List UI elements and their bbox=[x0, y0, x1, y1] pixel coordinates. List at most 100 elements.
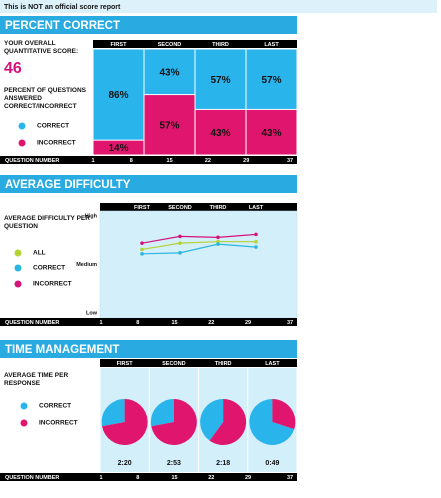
pie-slice bbox=[249, 399, 295, 445]
value-label: 86% bbox=[108, 90, 128, 101]
category-label: LAST bbox=[264, 42, 279, 48]
category-label: FIRST bbox=[134, 205, 151, 211]
point bbox=[178, 234, 182, 239]
header-bar bbox=[93, 40, 297, 48]
category-label: SECOND bbox=[162, 361, 186, 367]
x-tick-label: 22 bbox=[208, 320, 214, 326]
section-title: AVERAGE DIFFICULTY bbox=[5, 179, 131, 191]
point bbox=[140, 241, 144, 245]
legend-marker bbox=[14, 264, 22, 272]
time-label: 2:53 bbox=[167, 460, 181, 467]
section-title: TIME MANAGEMENT bbox=[5, 344, 119, 356]
pie-slice bbox=[200, 399, 224, 441]
section-bar bbox=[0, 16, 297, 34]
value-label: 57% bbox=[159, 120, 179, 131]
x-tick-label: 37 bbox=[287, 475, 293, 481]
x-axis-label: QUESTION NUMBER bbox=[5, 158, 59, 164]
time-label: 0:49 bbox=[265, 460, 279, 467]
x-axis-label: QUESTION NUMBER bbox=[5, 320, 59, 326]
value-label: 43% bbox=[210, 128, 230, 139]
segment bbox=[93, 49, 144, 140]
category-label: SECOND bbox=[158, 42, 182, 48]
x-tick-label: 37 bbox=[287, 320, 293, 326]
pie-slice bbox=[272, 399, 296, 430]
x-tick-label: 8 bbox=[136, 475, 139, 481]
legend-label: INCORRECT bbox=[33, 281, 72, 288]
x-tick-label: 1 bbox=[99, 320, 102, 326]
value-label: 57% bbox=[261, 75, 281, 86]
header-bar bbox=[100, 359, 297, 367]
category-label: LAST bbox=[249, 205, 264, 211]
axis-bar bbox=[0, 156, 297, 164]
x-tick-label: 15 bbox=[167, 158, 173, 164]
point bbox=[216, 235, 220, 240]
legend-marker bbox=[14, 280, 22, 288]
segment bbox=[144, 95, 195, 155]
x-tick-label: 29 bbox=[245, 475, 251, 481]
category-label: LAST bbox=[265, 361, 280, 367]
axis-bar bbox=[0, 473, 297, 481]
x-tick-label: 22 bbox=[208, 475, 214, 481]
time-label: 2:18 bbox=[216, 460, 230, 467]
point bbox=[254, 245, 258, 249]
category-label: THIRD bbox=[212, 42, 229, 48]
category-label: THIRD bbox=[215, 361, 232, 367]
x-tick-label: 37 bbox=[287, 158, 293, 164]
legend-marker bbox=[20, 402, 28, 410]
pie-slice bbox=[151, 399, 197, 445]
x-tick-label: 1 bbox=[91, 158, 94, 164]
value-label: 43% bbox=[261, 128, 281, 139]
pie-slice bbox=[150, 398, 174, 427]
point bbox=[254, 232, 258, 237]
point bbox=[140, 252, 144, 256]
y-axis-label: PERCENT OF QUESTIONS ANSWERED CORRECT/IN… bbox=[4, 87, 86, 110]
legend-marker bbox=[18, 139, 26, 147]
series-line bbox=[141, 233, 257, 244]
plot-area bbox=[99, 210, 298, 319]
value-label: 43% bbox=[159, 67, 179, 78]
segment bbox=[195, 49, 246, 109]
axis-bar bbox=[0, 318, 297, 326]
section-title: PERCENT CORRECT bbox=[5, 20, 120, 32]
section-bar bbox=[0, 340, 297, 358]
y-axis-label: AVERAGE DIFFICULTY PER QUESTION bbox=[4, 215, 90, 230]
legend-marker bbox=[20, 419, 28, 427]
category-label: FIRST bbox=[117, 361, 134, 367]
legend-label: CORRECT bbox=[39, 403, 71, 410]
score-value: 46 bbox=[4, 60, 22, 77]
series-line bbox=[141, 241, 256, 251]
score-label: YOUR OVERALL QUANTITATIVE SCORE: bbox=[4, 40, 79, 55]
x-tick-label: 1 bbox=[99, 475, 102, 481]
point bbox=[140, 247, 144, 252]
pie-slice bbox=[101, 398, 125, 427]
point bbox=[178, 251, 182, 255]
segment bbox=[246, 49, 297, 109]
legend-label: CORRECT bbox=[33, 265, 65, 272]
pie-slice bbox=[102, 399, 148, 445]
category-label: THIRD bbox=[210, 205, 227, 211]
y-tick-label: High bbox=[85, 213, 98, 219]
y-axis-label: AVERAGE TIME PER RESPONSE bbox=[4, 372, 69, 387]
legend-label: INCORRECT bbox=[39, 420, 78, 427]
segment bbox=[93, 140, 144, 155]
x-tick-label: 15 bbox=[171, 475, 177, 481]
x-axis-label: QUESTION NUMBER bbox=[5, 475, 59, 481]
legend-label: INCORRECT bbox=[37, 140, 76, 147]
x-tick-label: 15 bbox=[171, 320, 177, 326]
pie-slice bbox=[209, 399, 247, 445]
legend-label: CORRECT bbox=[37, 123, 69, 130]
series-line bbox=[141, 243, 257, 255]
x-tick-label: 29 bbox=[245, 320, 251, 326]
x-tick-label: 8 bbox=[136, 320, 139, 326]
x-tick-label: 8 bbox=[130, 158, 133, 164]
y-tick-label: Medium bbox=[76, 262, 97, 268]
header-bar bbox=[100, 203, 297, 211]
x-tick-label: 29 bbox=[243, 158, 249, 164]
value-label: 14% bbox=[108, 143, 128, 154]
segment bbox=[144, 49, 195, 95]
y-tick-label: Low bbox=[86, 310, 98, 316]
section-bar bbox=[0, 175, 297, 193]
legend-marker bbox=[14, 249, 22, 257]
